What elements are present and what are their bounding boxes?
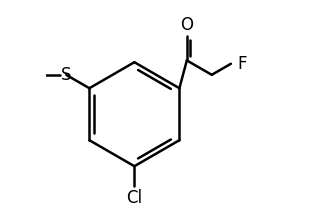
Text: Cl: Cl [126,190,142,207]
Text: S: S [61,66,72,84]
Text: O: O [180,16,193,34]
Text: F: F [238,55,247,73]
